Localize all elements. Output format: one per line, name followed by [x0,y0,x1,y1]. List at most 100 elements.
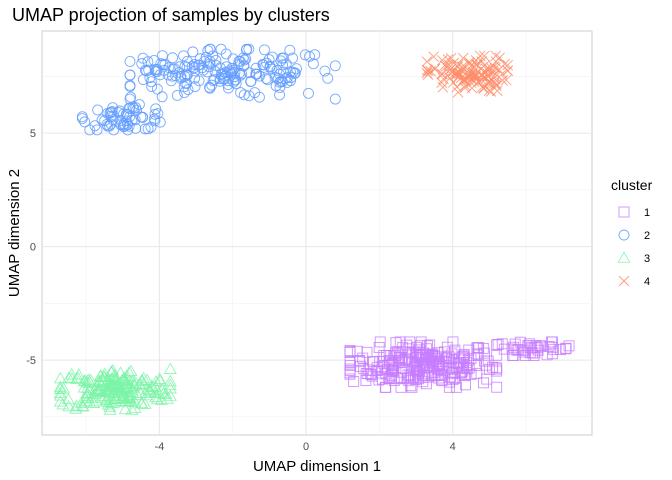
data-point-cluster-3 [163,389,177,401]
data-point-cluster-1 [563,340,575,352]
data-point-cluster-1 [410,356,422,368]
data-point-cluster-4 [451,81,463,93]
data-point-cluster-1 [379,381,391,393]
data-point-cluster-2 [154,69,166,81]
data-point-cluster-2 [329,93,341,105]
data-point-cluster-3 [62,371,76,383]
data-point-cluster-2 [187,46,199,58]
data-point-cluster-1 [433,363,445,375]
y-axis-ticks: -5 0 5 [26,128,36,367]
data-point-cluster-4 [502,59,513,71]
data-point-cluster-2 [106,106,118,117]
data-point-cluster-2 [243,43,255,55]
data-point-cluster-3 [140,388,154,401]
data-point-cluster-3 [106,371,120,384]
data-point-cluster-1 [368,356,379,368]
data-point-cluster-3 [71,371,85,383]
data-point-cluster-4 [482,70,493,82]
data-point-cluster-2 [182,84,194,96]
series-2 [76,43,341,136]
data-point-cluster-4 [502,65,513,76]
data-point-cluster-2 [260,73,272,85]
data-point-cluster-3 [101,382,115,394]
data-point-cluster-2 [209,65,221,77]
legend-key-square [618,206,630,218]
data-point-cluster-4 [478,50,490,62]
data-point-cluster-1 [487,361,498,373]
series-1 [344,336,575,393]
data-point-cluster-2 [154,116,166,128]
data-point-cluster-1 [384,373,396,384]
data-point-cluster-2 [274,82,286,93]
data-point-cluster-2 [130,102,142,114]
data-point-cluster-2 [186,60,198,72]
data-point-cluster-3 [81,376,95,388]
data-point-cluster-1 [420,348,432,360]
data-point-cluster-1 [403,375,415,387]
data-point-cluster-2 [299,49,311,61]
data-point-cluster-3 [163,362,177,374]
data-point-cluster-4 [428,51,439,63]
data-point-cluster-3 [149,375,163,387]
y-axis-title: UMAP dimension 2 [6,169,23,297]
chart-title: UMAP projection of samples by clusters [12,5,330,25]
data-point-cluster-3 [70,372,84,384]
data-point-cluster-4 [449,69,461,81]
data-point-cluster-1 [447,336,459,348]
data-point-cluster-3 [137,371,151,384]
data-point-cluster-3 [104,396,118,408]
data-point-cluster-3 [69,402,83,414]
data-point-cluster-2 [217,68,229,80]
x-tick-label: 4 [450,441,456,453]
data-point-cluster-4 [436,68,447,80]
x-axis-ticks: -4 0 4 [154,441,455,453]
data-point-cluster-2 [92,104,104,116]
data-point-cluster-2 [179,60,191,72]
data-point-cluster-1 [547,343,559,355]
y-tick-label: -5 [26,355,36,367]
data-point-cluster-3 [136,377,150,389]
y-tick-label: 0 [30,242,36,254]
y-tick-label: 5 [30,128,36,140]
data-point-cluster-1 [546,348,558,360]
data-point-cluster-1 [529,341,541,353]
data-point-cluster-2 [202,45,214,56]
data-point-cluster-2 [287,52,299,64]
data-point-cluster-3 [148,386,162,398]
data-point-cluster-1 [348,376,360,388]
data-point-cluster-3 [89,395,104,407]
data-point-cluster-3 [74,396,88,408]
data-point-cluster-1 [351,345,363,357]
data-point-cluster-1 [434,358,446,369]
data-point-cluster-2 [151,83,163,95]
data-point-cluster-2 [122,124,134,136]
data-point-cluster-1 [410,369,422,381]
data-point-cluster-2 [329,60,341,72]
data-point-cluster-1 [480,359,492,371]
data-point-cluster-3 [153,374,167,386]
data-point-cluster-2 [250,62,262,74]
series-4 [421,50,513,98]
data-point-cluster-4 [500,74,512,86]
data-point-cluster-1 [478,377,489,389]
data-point-cluster-3 [53,389,67,401]
data-point-cluster-2 [277,59,289,71]
x-tick-label: -4 [154,441,164,453]
data-point-cluster-1 [465,352,477,364]
data-point-cluster-2 [167,52,179,64]
data-point-cluster-3 [110,386,124,398]
data-point-cluster-1 [560,343,572,355]
data-point-cluster-2 [141,65,152,77]
legend-label: 3 [644,253,650,265]
data-point-cluster-1 [478,347,490,359]
data-point-cluster-1 [465,368,477,380]
data-point-cluster-1 [478,355,490,367]
data-point-cluster-3 [109,392,123,405]
data-point-cluster-2 [307,58,319,70]
legend-label: 4 [644,276,650,288]
data-point-cluster-2 [254,70,266,82]
data-point-cluster-2 [238,54,250,66]
data-point-cluster-2 [230,78,242,90]
data-point-cluster-4 [456,61,468,73]
data-point-cluster-2 [150,103,162,115]
